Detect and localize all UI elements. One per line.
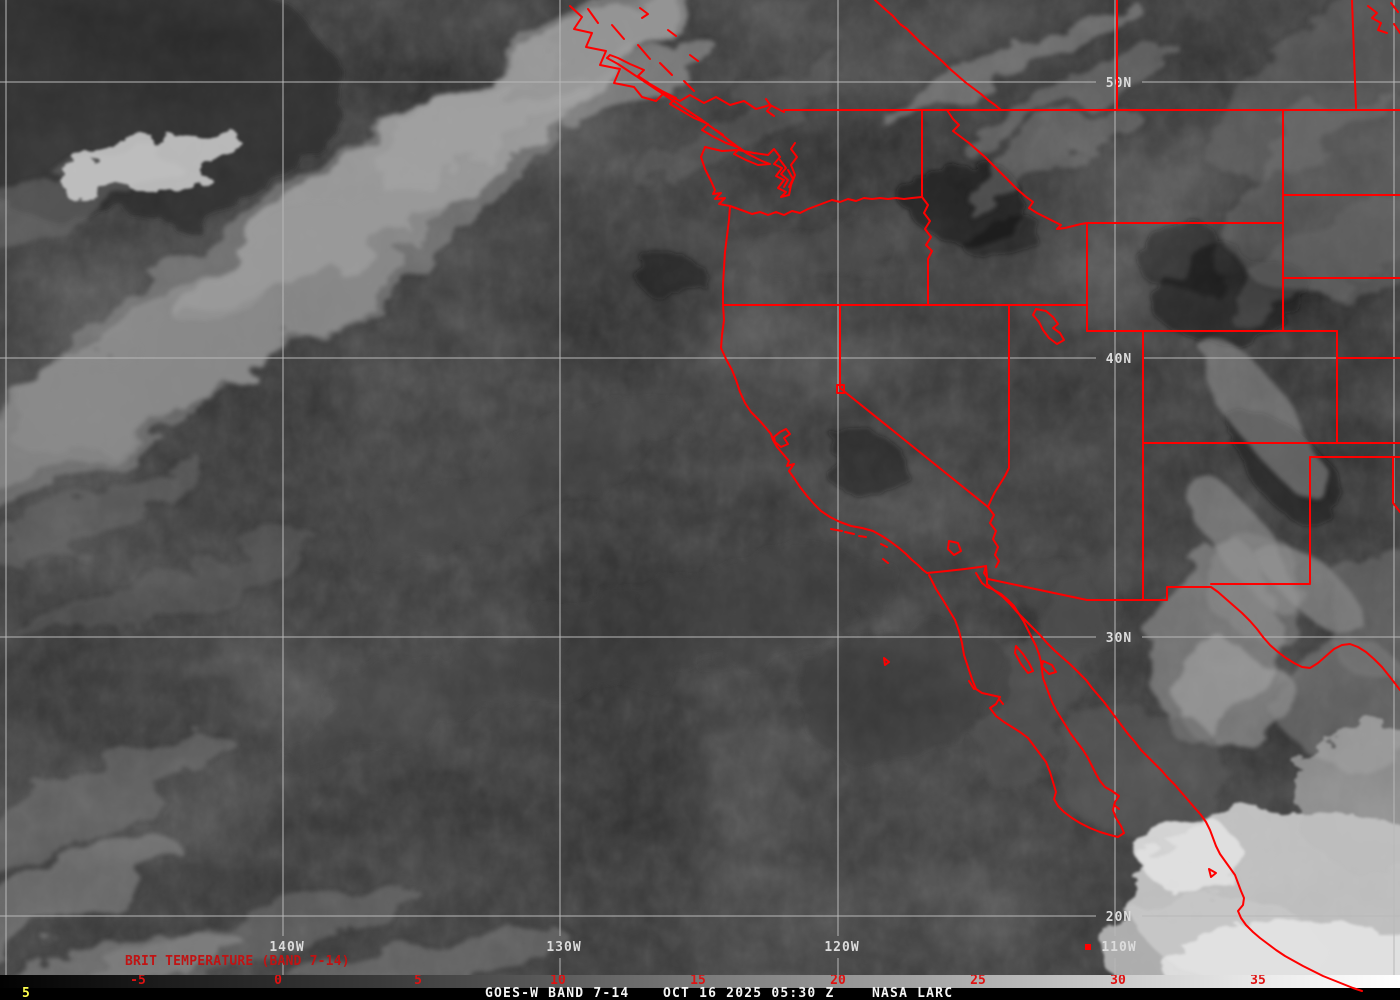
status-bar: 5 GOES-W BAND 7-14 OCT 16 2025 05:30 Z N…	[0, 986, 1400, 1000]
colorbar-tick-15: 15	[690, 973, 706, 988]
bc-fjords	[587, 7, 775, 117]
vancouver-island	[606, 54, 771, 166]
gulf-islands	[715, 129, 749, 155]
gulf-of-california-islands	[968, 645, 1120, 810]
colorbar-tick-25: 25	[970, 973, 986, 988]
latlon-gridlines	[0, 0, 1400, 975]
bright-convection-clouds	[57, 130, 1400, 975]
columbia-river-border	[729, 196, 923, 216]
socorro-island	[1085, 944, 1091, 950]
guadalupe-island	[883, 657, 890, 666]
salton-sea	[947, 540, 962, 556]
colorbar-tick-5: 5	[414, 973, 422, 988]
channel-islands	[830, 528, 889, 564]
baja-california-coast	[928, 572, 1125, 838]
colorbar-tick--5: -5	[130, 973, 146, 988]
lon-label-110W: 110W	[1101, 940, 1136, 955]
puget-sound	[767, 142, 798, 198]
tx-ok-100w-border	[1392, 456, 1400, 513]
colorbar-tick-10: 10	[550, 973, 566, 988]
source-name: NASA LARC	[872, 986, 954, 1000]
san-francisco-bay	[773, 428, 791, 448]
colorbar-tick-0: 0	[274, 973, 282, 988]
manitoba-lakes	[1367, 2, 1400, 34]
colorbar-tick-30: 30	[1110, 973, 1126, 988]
colorbar-tick-20: 20	[830, 973, 846, 988]
lake-tahoe	[836, 384, 845, 394]
product-name: GOES-W BAND 7-14	[485, 986, 630, 1000]
us-mexico-border	[926, 565, 1400, 691]
colorado-river-border	[987, 506, 1000, 568]
juan-de-fuca-shore	[704, 146, 769, 156]
mexico-mainland-coast	[986, 583, 1363, 992]
great-salt-lake	[1032, 308, 1065, 345]
frame-indicator: 5	[22, 986, 32, 1000]
nv-az-border	[987, 442, 1010, 508]
ca-nv-border	[839, 304, 989, 508]
snake-river-border	[921, 196, 933, 306]
lon-label-130W: 130W	[546, 940, 581, 955]
bc-coastline	[569, 5, 785, 113]
colorado-delta	[985, 565, 988, 585]
map-boundary-overlay	[569, 0, 1400, 992]
colorbar-tick-35: 35	[1250, 973, 1266, 988]
lon-label-140W: 140W	[269, 940, 304, 955]
oregon-coast	[722, 205, 731, 306]
product-title: BRIT TEMPERATURE (BAND 7-14)	[125, 954, 350, 969]
lat-label-40N: 40N	[1106, 352, 1132, 367]
timestamp: OCT 16 2025 05:30 Z	[663, 986, 835, 1000]
washington-coast	[700, 146, 731, 207]
lat-label-30N: 30N	[1106, 631, 1132, 646]
bc-alberta-border	[874, 0, 1002, 111]
latlon-grid-labels: 50N 40N 30N 20N 140W 130W 120W 110W	[269, 76, 1136, 955]
lon-label-120W: 120W	[824, 940, 859, 955]
lat-label-20N: 20N	[1106, 910, 1132, 925]
idaho-montana-border	[946, 109, 1088, 230]
islas-marias	[1208, 868, 1217, 878]
lat-label-50N: 50N	[1106, 76, 1132, 91]
saskatchewan-manitoba-border	[1351, 0, 1357, 109]
california-coast	[720, 304, 928, 574]
